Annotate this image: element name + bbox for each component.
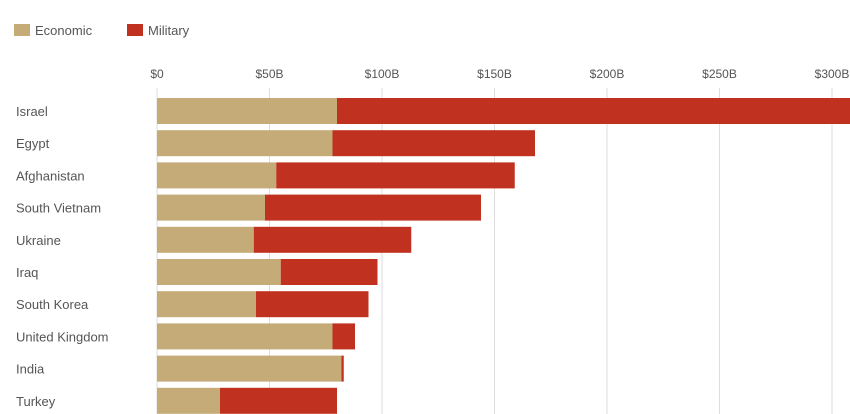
category-label: India: [16, 362, 45, 377]
category-label: South Korea: [16, 297, 89, 312]
bar-economic-turkey: [157, 387, 220, 414]
bar-military-south-vietnam: [265, 194, 481, 221]
bar-military-india: [341, 355, 344, 382]
x-tick-label: $300B: [815, 67, 850, 81]
bar-economic-india: [157, 355, 342, 382]
category-label: Egypt: [16, 136, 50, 151]
bar-economic-afghanistan: [157, 162, 277, 189]
x-tick-label: $50B: [255, 67, 283, 81]
bar-economic-israel: [157, 98, 337, 124]
bar-military-turkey: [220, 387, 337, 414]
x-tick-label: $0: [150, 67, 164, 81]
bar-economic-south-korea: [157, 291, 256, 318]
legend-label-military: Military: [148, 22, 190, 38]
category-label: Afghanistan: [16, 168, 85, 183]
x-tick-label: $100B: [365, 67, 400, 81]
category-label: South Vietnam: [16, 201, 101, 216]
bar-military-iraq: [280, 259, 378, 285]
category-label: Ukraine: [16, 233, 61, 248]
bar-military-israel: [337, 98, 850, 124]
bar-military-ukraine: [253, 226, 412, 253]
legend-military: Military: [127, 22, 189, 38]
legend-swatch-military: [127, 24, 143, 36]
bar-military-united-kingdom: [332, 323, 355, 350]
bar-military-afghanistan: [276, 162, 515, 189]
x-tick-label: $150B: [477, 67, 512, 81]
category-label: United Kingdom: [16, 329, 109, 344]
bar-economic-united-kingdom: [157, 323, 333, 350]
bar-economic-south-vietnam: [157, 194, 265, 221]
legend-label-economic: Economic: [35, 22, 93, 38]
bar-economic-iraq: [157, 259, 281, 285]
category-label: Iraq: [16, 265, 38, 280]
x-tick-label: $250B: [702, 67, 737, 81]
category-label: Turkey: [16, 394, 56, 409]
x-tick-label: $200B: [590, 67, 625, 81]
legend-swatch-economic: [14, 24, 30, 36]
bar-military-egypt: [332, 130, 535, 157]
category-label: Israel: [16, 104, 48, 119]
legend-economic: Economic: [14, 22, 92, 38]
bar-economic-ukraine: [157, 226, 254, 253]
bar-military-south-korea: [256, 291, 369, 318]
bar-economic-egypt: [157, 130, 333, 157]
